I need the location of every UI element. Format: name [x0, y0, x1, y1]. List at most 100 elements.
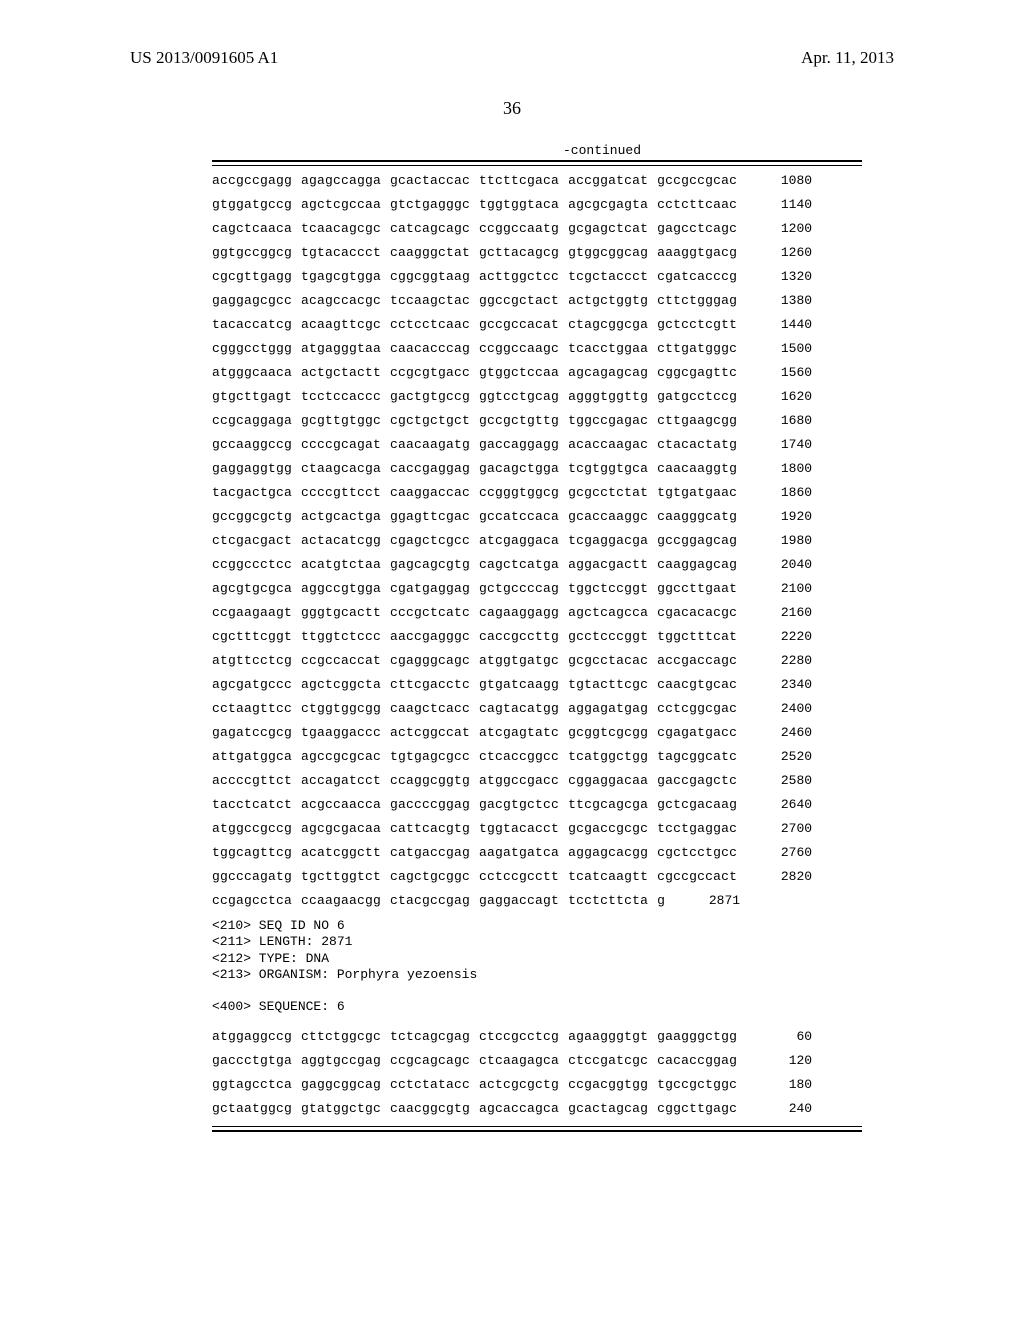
- sequence-groups: cgcgttgaggtgagcgtggacggcggtaagacttggctcc…: [212, 270, 746, 283]
- sequence-row: tacgactgcaccccgttcctcaaggaccacccgggtggcg…: [212, 486, 952, 499]
- sequence-row: ggtagcctcagaggcggcagcctctataccactcgcgctg…: [212, 1078, 952, 1091]
- sequence-row: gaccctgtgaaggtgccgagccgcagcagcctcaagagca…: [212, 1054, 952, 1067]
- sequence-row: accgccgaggagagccaggagcactaccacttcttcgaca…: [212, 174, 952, 187]
- sequence-groups: gccggcgctgactgcactgaggagttcgacgccatccaca…: [212, 510, 746, 523]
- sequence-position: 2760: [764, 846, 812, 859]
- sequence-position: 1860: [764, 486, 812, 499]
- patent-date: Apr. 11, 2013: [801, 48, 894, 68]
- sequence-groups: gctaatggcggtatggctgccaacggcgtgagcaccagca…: [212, 1102, 746, 1115]
- sequence-position: 1680: [764, 414, 812, 427]
- sequence-row: cgctttcggtttggtctcccaaccgagggccaccgccttg…: [212, 630, 952, 643]
- sequence-groups: ccgaagaagtgggtgcacttcccgctcatccagaaggagg…: [212, 606, 746, 619]
- sequence-groups: cagctcaacatcaacagcgccatcagcagcccggccaatg…: [212, 222, 746, 235]
- meta-seqid: <210> SEQ ID NO 6: [212, 918, 345, 933]
- sequence-row: ccgagcctcaccaagaacggctacgccgaggaggaccagt…: [212, 894, 952, 907]
- sequence-position: 2280: [764, 654, 812, 667]
- sequence-row: gtgcttgagttcctccacccgactgtgccgggtcctgcag…: [212, 390, 952, 403]
- sequence-groups: cgctttcggtttggtctcccaaccgagggccaccgccttg…: [212, 630, 746, 643]
- sequence-position: 2220: [764, 630, 812, 643]
- sequence-groups: atgggcaacaactgctacttccgcgtgaccgtggctccaa…: [212, 366, 746, 379]
- sequence-row: atgggcaacaactgctacttccgcgtgaccgtggctccaa…: [212, 366, 952, 379]
- sequence-listing-2: atggaggccgcttctggcgctctcagcgagctccgcctcg…: [212, 1030, 952, 1115]
- sequence-row: atggccgccgagcgcgacaacattcacgtgtggtacacct…: [212, 822, 952, 835]
- sequence-position: 2340: [764, 678, 812, 691]
- sequence-groups: tacctcatctacgccaaccagaccccggaggacgtgctcc…: [212, 798, 746, 811]
- sequence-groups: atggccgccgagcgcgacaacattcacgtgtggtacacct…: [212, 822, 746, 835]
- sequence-position: 1380: [764, 294, 812, 307]
- sequence-position: 1920: [764, 510, 812, 523]
- sequence-row: cctaagttccctggtggcggcaagctcacccagtacatgg…: [212, 702, 952, 715]
- sequence-row: gctaatggcggtatggctgccaacggcgtgagcaccagca…: [212, 1102, 952, 1115]
- sequence-groups: tggcagttcgacatcggcttcatgaccgagaagatgatca…: [212, 846, 746, 859]
- sequence-row: gagatccgcgtgaaggacccactcggccatatcgagtatc…: [212, 726, 952, 739]
- sequence-position: 2820: [764, 870, 812, 883]
- sequence-groups: gccaaggccgccccgcagatcaacaagatggaccaggagg…: [212, 438, 746, 451]
- sequence-position: 2580: [764, 774, 812, 787]
- sequence-groups: tacaccatcgacaagttcgccctcctcaacgccgccacat…: [212, 318, 746, 331]
- sequence-groups: ggcccagatgtgcttggtctcagctgcggccctccgcctt…: [212, 870, 746, 883]
- sequence-row: gaggagcgccacagccacgctccaagctacggccgctact…: [212, 294, 952, 307]
- sequence-row: attgatggcaagccgcgcactgtgagcgccctcaccggcc…: [212, 750, 952, 763]
- meta-type: <212> TYPE: DNA: [212, 951, 329, 966]
- sequence-groups: tacgactgcaccccgttcctcaaggaccacccgggtggcg…: [212, 486, 746, 499]
- sequence-groups: gaggaggtggctaagcacgacaccgaggaggacagctgga…: [212, 462, 746, 475]
- sequence-row: gccaaggccgccccgcagatcaacaagatggaccaggagg…: [212, 438, 952, 451]
- sequence-position: 1200: [764, 222, 812, 235]
- sequence-groups: ggtagcctcagaggcggcagcctctataccactcgcgctg…: [212, 1078, 746, 1091]
- sequence-position: 1260: [764, 246, 812, 259]
- sequence-row: agcgatgcccagctcggctacttcgacctcgtgatcaagg…: [212, 678, 952, 691]
- sequence-row: accccgttctaccagatcctccaggcggtgatggccgacc…: [212, 774, 952, 787]
- sequence-position: 1560: [764, 366, 812, 379]
- sequence-row: ggtgccggcgtgtacaccctcaagggctatgcttacagcg…: [212, 246, 952, 259]
- meta-length: <211> LENGTH: 2871: [212, 934, 352, 949]
- sequence-groups: atggaggccgcttctggcgctctcagcgagctccgcctcg…: [212, 1030, 746, 1043]
- sequence-groups: accccgttctaccagatcctccaggcggtgatggccgacc…: [212, 774, 746, 787]
- sequence-position: 1320: [764, 270, 812, 283]
- sequence-position: 2040: [764, 558, 812, 571]
- sequence-position: 1140: [764, 198, 812, 211]
- sequence-groups: ccggccctccacatgtctaagagcagcgtgcagctcatga…: [212, 558, 746, 571]
- patent-number: US 2013/0091605 A1: [130, 48, 278, 68]
- sequence-row: agcgtgcgcaaggccgtggacgatgaggaggctgccccag…: [212, 582, 952, 595]
- sequence-position: 1980: [764, 534, 812, 547]
- sequence-groups: ggtgccggcgtgtacaccctcaagggctatgcttacagcg…: [212, 246, 746, 259]
- sequence-position: 1620: [764, 390, 812, 403]
- sequence-position: 2100: [764, 582, 812, 595]
- sequence-groups: ccgcaggagagcgttgtggccgctgctgctgccgctgttg…: [212, 414, 746, 427]
- sequence-position: 1500: [764, 342, 812, 355]
- sequence-position: 2520: [764, 750, 812, 763]
- sequence-position: 240: [764, 1102, 812, 1115]
- sequence-groups: ccgagcctcaccaagaacggctacgccgaggaggaccagt…: [212, 894, 674, 907]
- sequence-row: cgggcctgggatgagggtaacaacacccagccggccaagc…: [212, 342, 952, 355]
- sequence-groups: attgatggcaagccgcgcactgtgagcgccctcaccggcc…: [212, 750, 746, 763]
- sequence-groups: cgggcctgggatgagggtaacaacacccagccggccaagc…: [212, 342, 746, 355]
- sequence-groups: ctcgacgactactacatcggcgagctcgccatcgaggaca…: [212, 534, 746, 547]
- sequence-row: gaggaggtggctaagcacgacaccgaggaggacagctgga…: [212, 462, 952, 475]
- sequence-position: 2640: [764, 798, 812, 811]
- sequence-groups: accgccgaggagagccaggagcactaccacttcttcgaca…: [212, 174, 746, 187]
- sequence-position: 1800: [764, 462, 812, 475]
- sequence-row: tacctcatctacgccaaccagaccccggaggacgtgctcc…: [212, 798, 952, 811]
- sequence-metadata: <210> SEQ ID NO 6 <211> LENGTH: 2871 <21…: [212, 918, 952, 1016]
- sequence-groups: agcgatgcccagctcggctacttcgacctcgtgatcaagg…: [212, 678, 746, 691]
- meta-organism: <213> ORGANISM: Porphyra yezoensis: [212, 967, 477, 982]
- sequence-row: ccggccctccacatgtctaagagcagcgtgcagctcatga…: [212, 558, 952, 571]
- sequence-groups: cctaagttccctggtggcggcaagctcacccagtacatgg…: [212, 702, 746, 715]
- top-rule: [212, 160, 862, 166]
- sequence-groups: gtgcttgagttcctccacccgactgtgccgggtcctgcag…: [212, 390, 746, 403]
- sequence-row: tacaccatcgacaagttcgccctcctcaacgccgccacat…: [212, 318, 952, 331]
- sequence-row: ggcccagatgtgcttggtctcagctgcggccctccgcctt…: [212, 870, 952, 883]
- sequence-groups: gaccctgtgaaggtgccgagccgcagcagcctcaagagca…: [212, 1054, 746, 1067]
- sequence-groups: gaggagcgccacagccacgctccaagctacggccgctact…: [212, 294, 746, 307]
- sequence-row: cgcgttgaggtgagcgtggacggcggtaagacttggctcc…: [212, 270, 952, 283]
- sequence-groups: gagatccgcgtgaaggacccactcggccatatcgagtatc…: [212, 726, 746, 739]
- page-number: 36: [72, 98, 952, 119]
- sequence-position: 2160: [764, 606, 812, 619]
- continued-label: -continued: [252, 143, 952, 158]
- sequence-row: gtggatgccgagctcgccaagtctgagggctggtggtaca…: [212, 198, 952, 211]
- sequence-position: 180: [764, 1078, 812, 1091]
- bottom-rule: [212, 1126, 862, 1132]
- sequence-position: 60: [764, 1030, 812, 1043]
- sequence-row: cagctcaacatcaacagcgccatcagcagcccggccaatg…: [212, 222, 952, 235]
- sequence-row: atggaggccgcttctggcgctctcagcgagctccgcctcg…: [212, 1030, 952, 1043]
